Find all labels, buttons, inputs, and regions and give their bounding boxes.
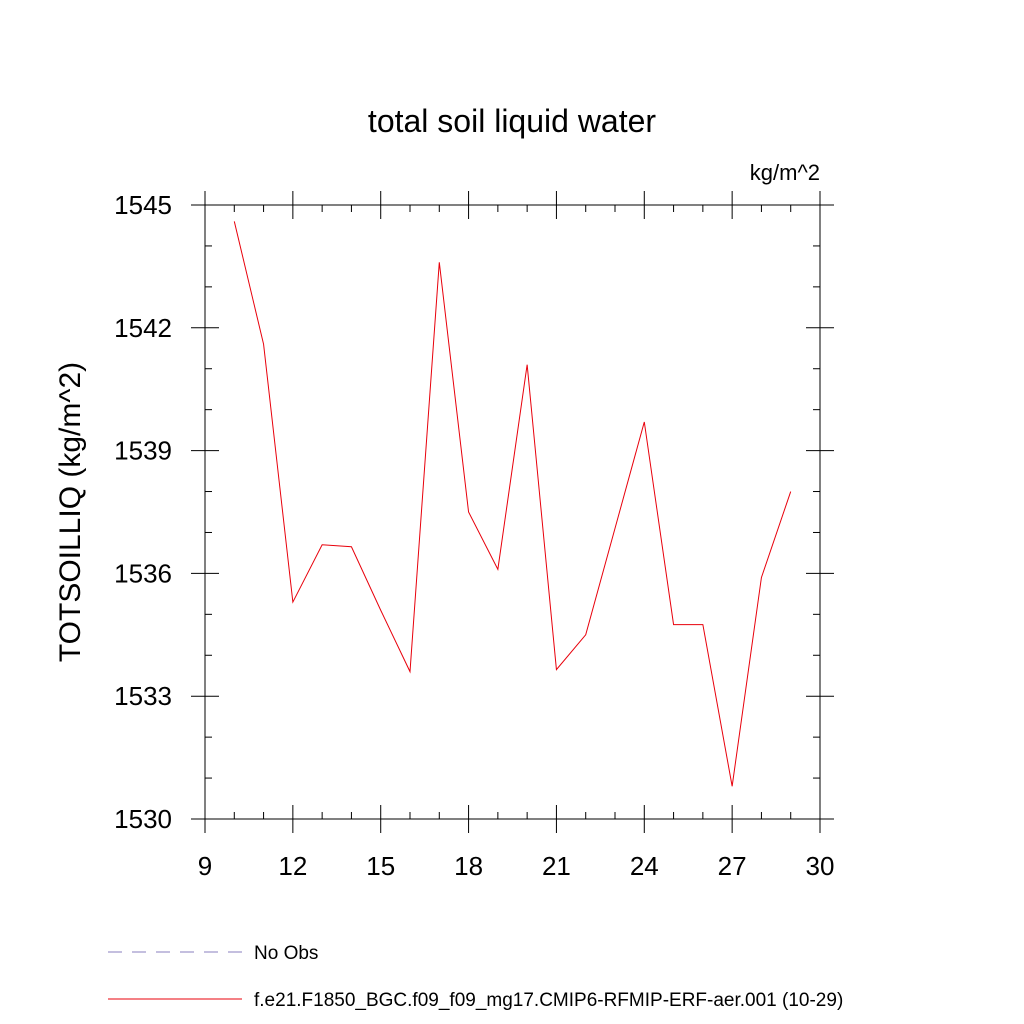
y-tick-label: 1536	[114, 558, 172, 588]
y-tick-label: 1545	[114, 190, 172, 220]
x-tick-label: 12	[278, 851, 307, 881]
series-layer	[233, 221, 792, 787]
y-tick-label: 1533	[114, 681, 172, 711]
chart-title: total soil liquid water	[368, 103, 656, 139]
y-tick-label: 1530	[114, 804, 172, 834]
y-axis-label: TOTSOILLIQ (kg/m^2)	[54, 362, 87, 662]
x-tick-label: 30	[806, 851, 835, 881]
units-label: kg/m^2	[750, 160, 820, 185]
x-tick-label: 21	[542, 851, 571, 881]
y-tick-label: 1539	[114, 436, 172, 466]
x-tick-label: 15	[366, 851, 395, 881]
series-line	[233, 221, 792, 787]
x-tick-label: 18	[454, 851, 483, 881]
plot-frame	[204, 204, 821, 820]
legend-label: No Obs	[254, 943, 318, 964]
axis-tick-labels: 9 12 15 18 21 24 27 30 1530 1533 1536 1539 1542 1545	[114, 190, 834, 881]
x-tick-label: 24	[630, 851, 659, 881]
legend-label: f.e21.F1850_BGC.f09_f09_mg17.CMIP6-RFMIP…	[254, 990, 843, 1011]
y-tick-label: 1542	[114, 313, 172, 343]
x-tick-label: 9	[198, 851, 212, 881]
x-tick-label: 27	[718, 851, 747, 881]
axis-ticks	[191, 191, 834, 833]
legend: No Obs f.e21.F1850_BGC.f09_f09_mg17.CMIP6…	[108, 943, 843, 1011]
